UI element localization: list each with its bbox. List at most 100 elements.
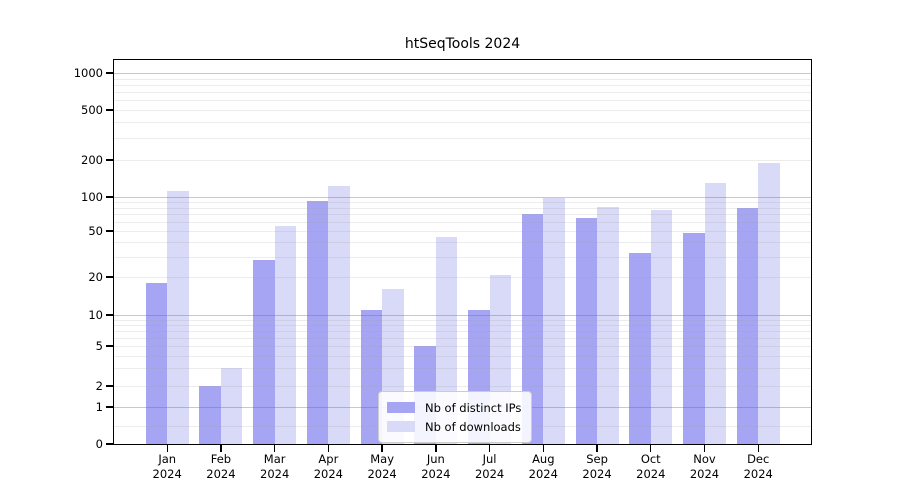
month-label: Dec (747, 452, 770, 466)
major-gridline (113, 73, 812, 74)
legend-entry-downloads: Nb of downloads (387, 417, 521, 436)
minor-gridline (113, 110, 812, 111)
minor-gridline (113, 231, 812, 232)
minor-gridline (113, 319, 812, 321)
x-tick-label: Mar 2024 (245, 452, 305, 482)
x-axis-tick (703, 445, 706, 452)
minor-gridline (113, 242, 812, 244)
year-label: 2024 (636, 467, 666, 481)
y-axis-tick (106, 196, 113, 198)
month-label: Jan (158, 452, 177, 466)
y-axis-tick (106, 109, 113, 111)
month-label: Apr (318, 452, 339, 466)
month-label: Jun (426, 452, 445, 466)
minor-gridline (113, 355, 812, 357)
bar-jan-ips (145, 282, 168, 445)
minor-gridline (113, 202, 812, 204)
y-tick-label: 0 (95, 437, 103, 451)
year-label: 2024 (260, 467, 290, 481)
x-axis-tick (435, 445, 437, 452)
bar-feb-ips (199, 386, 221, 445)
x-tick-label: Jan 2024 (137, 452, 197, 482)
minor-gridline (113, 207, 812, 209)
month-label: Sep (586, 452, 608, 466)
year-label: 2024 (743, 467, 773, 481)
y-tick-label: 200 (81, 153, 103, 167)
month-label: May (370, 452, 394, 466)
x-tick-label: Sep 2024 (567, 452, 627, 482)
minor-gridline (113, 137, 812, 139)
x-axis-tick (327, 445, 330, 452)
x-axis-tick (273, 445, 276, 452)
x-tick-label: Jun 2024 (406, 452, 466, 482)
y-tick-label: 1 (95, 400, 103, 414)
minor-gridline (113, 92, 812, 94)
x-tick-label: Feb 2024 (191, 452, 251, 482)
minor-gridline (113, 330, 812, 332)
minor-gridline (113, 324, 812, 326)
bar-aug-downloads (543, 197, 565, 445)
y-axis-tick (106, 230, 113, 232)
plot-area: 0 1 2 5 10 20 50 100 200 500 1000 Jan 2024 Feb 2024 Mar… (74, 59, 812, 481)
legend: Nb of distinct IPs Nb of downloads (378, 391, 533, 443)
minor-gridline (113, 214, 812, 216)
x-tick-label: Jul 2024 (460, 452, 520, 482)
bar-jan-downloads (167, 190, 189, 445)
year-label: 2024 (474, 467, 505, 481)
y-axis-tick (106, 443, 113, 445)
bar-aug-ips (521, 213, 544, 445)
bar-mar-ips (253, 260, 275, 445)
legend-swatch (387, 402, 415, 413)
month-label: Jul (482, 452, 497, 466)
minor-gridline (113, 337, 812, 339)
year-label: 2024 (528, 467, 558, 481)
minor-gridline (113, 78, 812, 80)
y-tick-label: 20 (88, 270, 103, 284)
bar-apr-ips (306, 200, 329, 445)
bar-nov-downloads (704, 182, 726, 445)
major-gridline (113, 197, 812, 198)
y-axis-tick (106, 276, 113, 278)
x-tick-label: Aug 2024 (513, 452, 573, 482)
x-axis-tick (488, 445, 491, 452)
bar-may-ips (360, 309, 383, 445)
minor-gridline (113, 160, 812, 161)
minor-gridline (113, 368, 812, 370)
y-tick-label: 50 (88, 224, 103, 238)
x-axis-tick (166, 445, 168, 452)
grid-layer (113, 59, 812, 445)
y-axis-tick (106, 406, 113, 408)
y-axis-tick (106, 314, 113, 316)
minor-gridline (113, 386, 812, 387)
y-axis-tick (106, 385, 113, 387)
month-label: Feb (210, 452, 232, 466)
month-label: Mar (263, 452, 286, 466)
chart-title: htSeqTools 2024 (404, 36, 521, 52)
bar-dec-ips (736, 207, 759, 445)
legend-label: Nb of distinct IPs (425, 400, 522, 415)
y-tick-label: 10 (88, 308, 103, 322)
year-label: 2024 (152, 467, 182, 481)
y-tick-label: 100 (81, 190, 103, 204)
x-tick-label: Nov 2024 (675, 452, 735, 482)
minor-gridline (113, 256, 812, 258)
minor-gridline (113, 122, 812, 124)
legend-swatch (387, 421, 415, 432)
x-axis-tick (381, 445, 383, 452)
y-tick-label: 5 (95, 339, 103, 353)
x-axis-tick (596, 445, 598, 452)
x-axis-tick (220, 445, 222, 452)
bar-oct-ips (629, 253, 651, 445)
y-tick-label: 1000 (73, 66, 103, 80)
minor-gridline (113, 100, 812, 102)
month-label: Aug (532, 452, 555, 466)
month-label: Oct (640, 452, 661, 466)
year-label: 2024 (421, 467, 451, 481)
legend-label: Nb of downloads (425, 419, 521, 434)
bar-sep-ips (575, 218, 598, 445)
y-axis-tick (106, 159, 113, 161)
year-label: 2024 (367, 467, 397, 481)
x-axis-tick (757, 445, 759, 452)
y-axis-tick (106, 72, 113, 74)
